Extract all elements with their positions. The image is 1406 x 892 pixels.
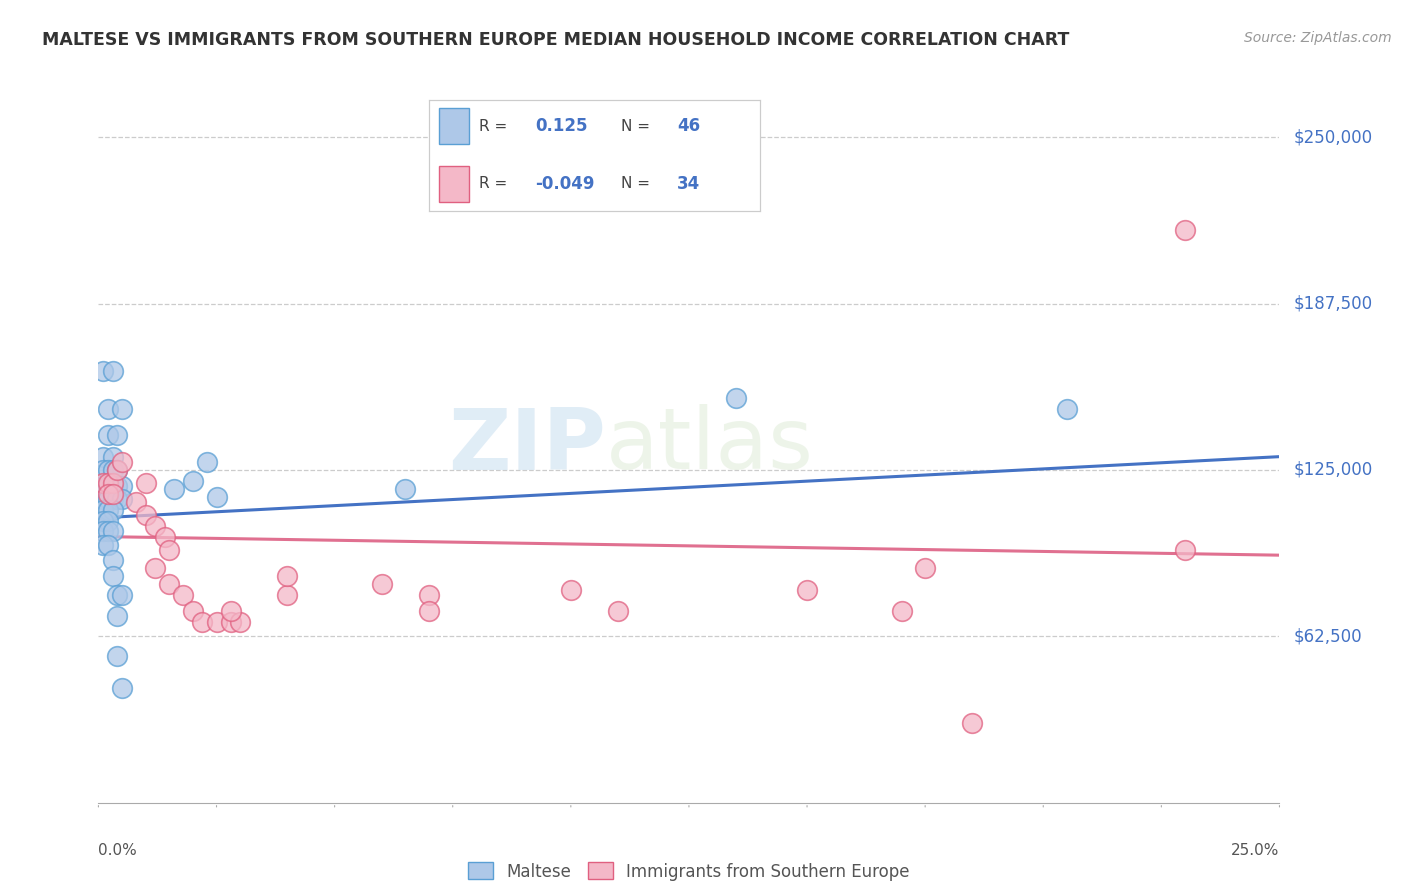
Text: ZIP: ZIP	[449, 404, 606, 488]
Text: 0.0%: 0.0%	[98, 843, 138, 858]
Point	[105, 492, 128, 507]
Point	[962, 715, 984, 730]
Text: Source: ZipAtlas.com: Source: ZipAtlas.com	[1244, 31, 1392, 45]
Point	[97, 401, 120, 416]
Point	[607, 604, 630, 618]
Point	[91, 479, 114, 493]
Point	[97, 463, 120, 477]
Point	[1174, 223, 1197, 237]
Point	[725, 391, 748, 405]
Point	[91, 492, 114, 507]
Point	[101, 476, 124, 491]
Point	[219, 604, 242, 618]
Point	[191, 615, 214, 629]
Point	[111, 455, 134, 469]
Point	[890, 604, 912, 618]
Point	[418, 588, 440, 602]
Point	[276, 588, 298, 602]
Point	[195, 455, 218, 469]
Point	[101, 463, 124, 477]
Text: $125,000: $125,000	[1294, 461, 1372, 479]
Text: 25.0%: 25.0%	[1232, 843, 1279, 858]
Legend: Maltese, Immigrants from Southern Europe: Maltese, Immigrants from Southern Europe	[461, 855, 917, 888]
Text: MALTESE VS IMMIGRANTS FROM SOUTHERN EUROPE MEDIAN HOUSEHOLD INCOME CORRELATION C: MALTESE VS IMMIGRANTS FROM SOUTHERN EURO…	[42, 31, 1070, 49]
Point	[143, 561, 166, 575]
Point	[157, 542, 180, 557]
Point	[111, 401, 134, 416]
Text: $62,500: $62,500	[1294, 627, 1362, 646]
Point	[101, 450, 124, 464]
Point	[91, 476, 114, 491]
Point	[560, 582, 582, 597]
Point	[97, 428, 120, 442]
Point	[371, 577, 394, 591]
Point	[91, 514, 114, 528]
Point	[97, 487, 120, 501]
Point	[914, 561, 936, 575]
Point	[97, 503, 120, 517]
Point	[91, 524, 114, 539]
Point	[205, 490, 228, 504]
Point	[97, 537, 120, 551]
Point	[97, 524, 120, 539]
Point	[418, 604, 440, 618]
Point	[101, 487, 124, 501]
Point	[111, 588, 134, 602]
Point	[111, 479, 134, 493]
Point	[153, 529, 176, 543]
Point	[219, 615, 242, 629]
Point	[97, 476, 120, 491]
Point	[205, 615, 228, 629]
Point	[97, 492, 120, 507]
Point	[91, 503, 114, 517]
Point	[143, 519, 166, 533]
Point	[105, 428, 128, 442]
Point	[91, 364, 114, 378]
Point	[135, 508, 157, 523]
Point	[97, 479, 120, 493]
Point	[1056, 401, 1078, 416]
Point	[163, 482, 186, 496]
Point	[111, 681, 134, 696]
Point	[181, 604, 204, 618]
Point	[172, 588, 194, 602]
Point	[157, 577, 180, 591]
Text: $187,500: $187,500	[1294, 294, 1372, 312]
Point	[91, 463, 114, 477]
Point	[135, 476, 157, 491]
Point	[105, 649, 128, 664]
Point	[101, 503, 124, 517]
Point	[105, 463, 128, 477]
Point	[1174, 542, 1197, 557]
Point	[125, 495, 148, 509]
Point	[796, 582, 818, 597]
Point	[276, 569, 298, 583]
Point	[101, 569, 124, 583]
Y-axis label: Median Household Income: Median Household Income	[0, 336, 8, 556]
Text: $250,000: $250,000	[1294, 128, 1372, 146]
Point	[394, 482, 416, 496]
Point	[105, 463, 128, 477]
Point	[91, 450, 114, 464]
Point	[105, 479, 128, 493]
Point	[101, 524, 124, 539]
Point	[101, 479, 124, 493]
Point	[111, 492, 134, 507]
Point	[101, 364, 124, 378]
Text: atlas: atlas	[606, 404, 814, 488]
Point	[97, 514, 120, 528]
Point	[229, 615, 252, 629]
Point	[181, 474, 204, 488]
Point	[91, 537, 114, 551]
Point	[105, 609, 128, 624]
Point	[101, 553, 124, 567]
Point	[101, 492, 124, 507]
Point	[105, 588, 128, 602]
